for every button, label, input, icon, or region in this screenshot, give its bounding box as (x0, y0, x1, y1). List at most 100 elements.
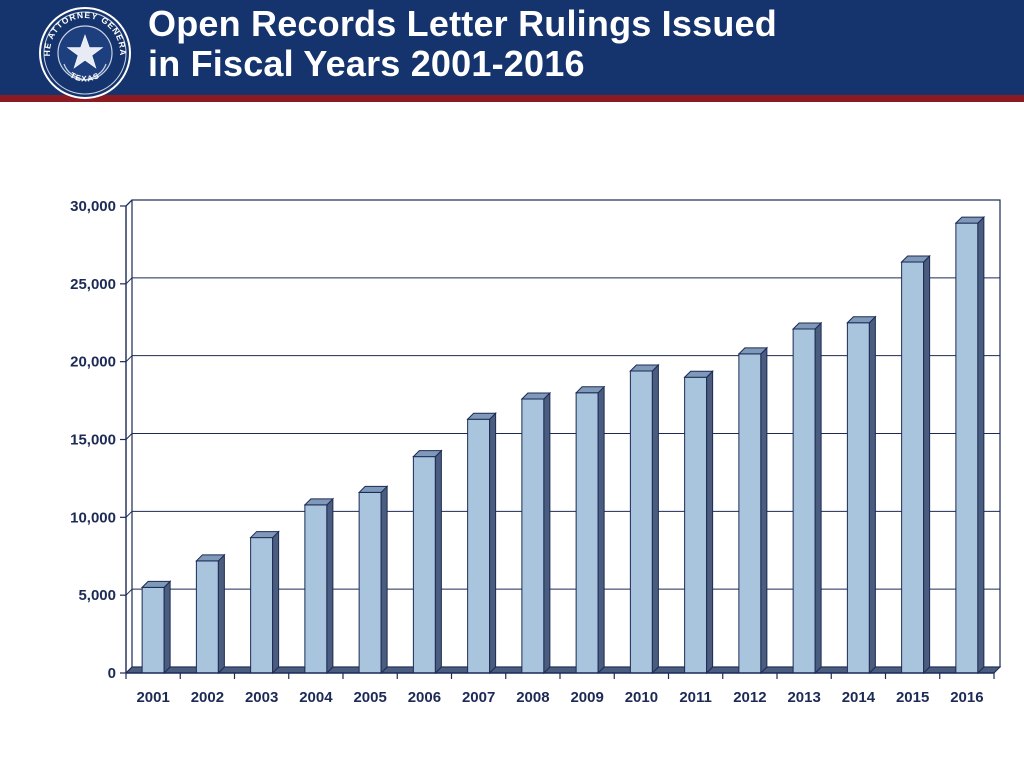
bar-front-face (629, 370, 653, 674)
bar-side-face (706, 370, 714, 675)
bar (791, 321, 823, 675)
x-tick-label: 2007 (462, 689, 495, 706)
bar-side-face (543, 391, 551, 675)
bar-front-face (575, 392, 599, 674)
bar-side-face (217, 553, 225, 675)
bar (520, 391, 552, 675)
y-tick-label: 25,000 (70, 276, 116, 293)
bar-side-face (326, 497, 334, 675)
x-tick-label: 2012 (733, 689, 766, 706)
bar (412, 449, 443, 675)
y-tick-label: 5,000 (78, 587, 116, 604)
bar (629, 363, 660, 675)
page-title-line-2: in Fiscal Years 2001-2016 (148, 43, 585, 84)
seal-bottom-text: TEXAS (69, 71, 102, 84)
x-tick-label: 2011 (679, 689, 712, 706)
page-title-line-1: Open Records Letter Rulings Issued (148, 3, 777, 44)
y-tick-label: 30,000 (70, 198, 116, 215)
y-tick-label: 20,000 (70, 354, 116, 371)
bar (466, 412, 497, 675)
x-tick-label: 2016 (950, 689, 983, 706)
bar-top-face (520, 392, 552, 400)
bar-side-face (651, 363, 659, 675)
bar-side-face (597, 385, 605, 675)
bar-front-face (412, 456, 436, 674)
x-tick-label: 2003 (245, 689, 278, 706)
bar-top-face (900, 255, 931, 263)
bar-side-face (760, 346, 768, 675)
bar-front-face (901, 261, 925, 674)
bar-side-face (272, 530, 280, 675)
bar-front-face (304, 504, 328, 674)
y-tick-depth (125, 277, 133, 285)
bar-front-face (467, 418, 491, 674)
bar-top-face (303, 498, 335, 506)
y-tick-depth (125, 433, 133, 440)
bar-front-face (846, 322, 870, 674)
attorney-general-seal-icon: THE ATTORNEY GENERAL TEXAS (38, 6, 131, 99)
x-tick-label: 2002 (191, 689, 224, 706)
bar-front-face (792, 328, 816, 674)
bar-top-face (412, 450, 443, 458)
header-rule (0, 95, 1024, 102)
y-tick-label: 10,000 (70, 509, 116, 526)
bar-front-face (738, 353, 762, 674)
bar (249, 530, 280, 675)
x-tick-label: 2008 (516, 689, 549, 706)
bar-front-face (141, 586, 165, 674)
x-tick-label: 2001 (136, 689, 169, 706)
bar-top-face (574, 386, 606, 394)
x-tick-label: 2015 (896, 689, 929, 706)
bar (357, 485, 389, 675)
y-tick-depth (125, 510, 133, 518)
bar-top-face (249, 531, 280, 539)
bar-side-face (868, 315, 876, 675)
y-tick-depth (125, 588, 133, 596)
x-tick-label: 2014 (842, 689, 876, 706)
bar-side-face (380, 485, 388, 675)
bar-side-face (489, 412, 497, 675)
bar-front-face (521, 398, 545, 674)
bar-top-face (791, 322, 823, 330)
x-tick-label: 2006 (408, 689, 441, 706)
rulings-bar-chart: 0 5,000 10,000 15,000 20,000 25,000 30,000 2001… (70, 198, 1002, 706)
bar-side-face (923, 254, 931, 675)
x-tick-label: 2004 (299, 689, 333, 706)
bar (195, 553, 226, 675)
bar-front-face (684, 376, 708, 674)
y-tick-depth (125, 355, 133, 363)
bar (574, 385, 606, 675)
bar-side-face (434, 449, 442, 675)
bar (954, 215, 986, 675)
bar-top-face (737, 347, 769, 355)
bar-top-face (846, 316, 877, 324)
bar-top-face (629, 364, 660, 372)
y-axis-top-depth (125, 199, 133, 207)
bar-front-face (250, 537, 274, 674)
bar-side-face (977, 215, 985, 675)
bar (900, 254, 931, 675)
x-tick-label: 2010 (625, 689, 658, 706)
bar-front-face (358, 491, 382, 674)
bar (737, 346, 769, 675)
bar-front-face (955, 222, 979, 674)
bar-top-face (466, 412, 497, 420)
bar (140, 580, 172, 675)
bar-side-face (814, 321, 822, 675)
bar (303, 497, 335, 675)
bar-top-face (357, 485, 389, 493)
bar-side-face (163, 580, 171, 675)
bar-top-face (195, 554, 226, 562)
y-tick-label: 15,000 (70, 432, 116, 449)
x-tick-label: 2005 (353, 689, 386, 706)
y-tick-label: 0 (108, 665, 116, 682)
page-title: Open Records Letter Rulings Issued in Fi… (148, 4, 777, 84)
bar-top-face (683, 370, 714, 378)
bar-front-face (195, 560, 219, 674)
bar-top-face (954, 216, 986, 224)
bar (683, 370, 714, 675)
x-tick-label: 2009 (570, 689, 603, 706)
x-tick-label: 2013 (787, 689, 820, 706)
header-bar (0, 0, 1024, 95)
bar (846, 315, 877, 675)
